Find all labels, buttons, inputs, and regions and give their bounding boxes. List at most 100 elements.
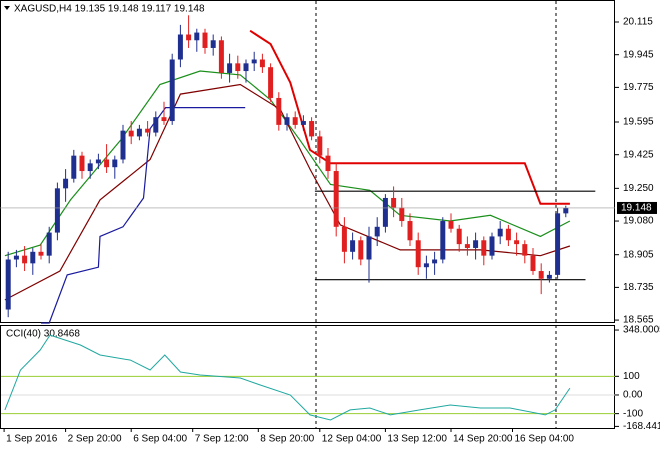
candle-body (79, 155, 85, 172)
candle-body (87, 163, 93, 172)
candle-body (268, 67, 274, 98)
candle-body (358, 240, 364, 260)
y-tick-label: 18.905 (623, 249, 654, 260)
cci-tick-label: 0.00 (623, 390, 643, 401)
candle-body (276, 97, 282, 125)
price-panel (0, 0, 615, 323)
candle-body (63, 178, 69, 189)
candle-body (46, 232, 52, 256)
candle-body (481, 240, 487, 256)
candle-body (71, 155, 77, 179)
y-tick-label: 19.425 (623, 149, 654, 160)
candle-body (448, 221, 454, 229)
candle-body (514, 240, 520, 245)
candle-body (235, 63, 241, 72)
candle-body (366, 236, 372, 260)
candle-body (210, 40, 216, 48)
cci-tick-label: -168.441 (623, 421, 660, 432)
cci-line (4, 334, 571, 421)
x-tick-label: 16 Sep 04:00 (515, 434, 575, 445)
candle-body (30, 251, 36, 264)
candle-body (194, 32, 200, 41)
candle-body (22, 255, 28, 264)
candle-body (530, 255, 536, 272)
y-tick-label: 19.250 (623, 183, 654, 194)
menu-triangle (4, 6, 10, 10)
candle-body (399, 207, 405, 222)
y-tick-label: 19.080 (623, 216, 654, 227)
candle-body (136, 128, 142, 137)
candle-body (186, 34, 192, 41)
candle-body (555, 213, 561, 275)
candle-body (251, 59, 257, 64)
candle-body (317, 136, 323, 156)
x-tick-label: 14 Sep 20:00 (453, 434, 513, 445)
candle-body (440, 221, 446, 260)
candle-body (546, 274, 552, 279)
candle-body (391, 197, 397, 208)
candle-body (153, 117, 159, 133)
candle-body (243, 63, 249, 72)
y-tick-label: 19.775 (623, 82, 654, 93)
candle-body (432, 259, 438, 264)
x-tick-label: 6 Sep 04:00 (133, 434, 187, 445)
cci-tick-label: -100 (623, 408, 643, 419)
candle-body (497, 228, 503, 237)
x-tick-label: 7 Sep 12:00 (195, 434, 249, 445)
x-tick-label: 12 Sep 04:00 (322, 434, 382, 445)
y-tick-label: 19.945 (623, 49, 654, 60)
candle-body (456, 228, 462, 245)
x-tick-label: 2 Sep 20:00 (68, 434, 122, 445)
candle-body (473, 240, 479, 248)
candle-body (5, 259, 11, 310)
candle-body (292, 117, 298, 125)
candle-body (218, 40, 224, 73)
cci-tick-label: 100 (623, 371, 640, 382)
x-tick-label: 1 Sep 2016 (6, 434, 58, 445)
candle-body (350, 240, 356, 252)
candle-body (13, 255, 19, 260)
candle-body (333, 171, 339, 227)
candle-body (145, 128, 151, 133)
y-tick-label: 18.735 (623, 282, 654, 293)
indicator-line (41, 107, 246, 324)
candle-body (128, 130, 134, 137)
cci-panel (0, 325, 615, 429)
candle-body (227, 63, 233, 73)
candle-body (415, 240, 421, 268)
candle-body (382, 197, 388, 227)
candle-body (309, 121, 315, 137)
candle-body (464, 244, 470, 248)
candle-body (423, 263, 429, 268)
cci-tick-label: 348.0005 (623, 325, 660, 336)
candle-body (259, 59, 265, 68)
last-price-label: 19.148 (621, 203, 652, 214)
candle-body (538, 271, 544, 279)
candle-body (161, 117, 167, 122)
candle-body (95, 159, 101, 164)
chart-title: XAGUSD,H4 19.135 19.148 19.117 19.148 (14, 4, 205, 15)
candle-body (104, 159, 110, 168)
candle-body (522, 244, 528, 256)
candle-body (489, 236, 495, 256)
candle-body (169, 59, 175, 122)
candle-body (563, 207, 569, 214)
cci-label: CCI(40) 30.8468 (6, 329, 80, 340)
candle-body (54, 188, 60, 233)
indicator-line (249, 29, 570, 205)
y-tick-label: 20.115 (623, 17, 653, 28)
candle-body (300, 121, 306, 125)
candle-body (38, 251, 44, 256)
candle-body (284, 117, 290, 125)
candle-body (325, 155, 331, 172)
candle-body (202, 32, 208, 48)
candle-body (177, 34, 183, 60)
candle-body (374, 226, 380, 237)
candle-body (120, 130, 126, 160)
candle-body (407, 221, 413, 241)
x-tick-label: 8 Sep 20:00 (260, 434, 314, 445)
x-tick-label: 13 Sep 12:00 (387, 434, 447, 445)
last-price-box (617, 201, 657, 214)
y-tick-label: 18.565 (623, 315, 654, 326)
